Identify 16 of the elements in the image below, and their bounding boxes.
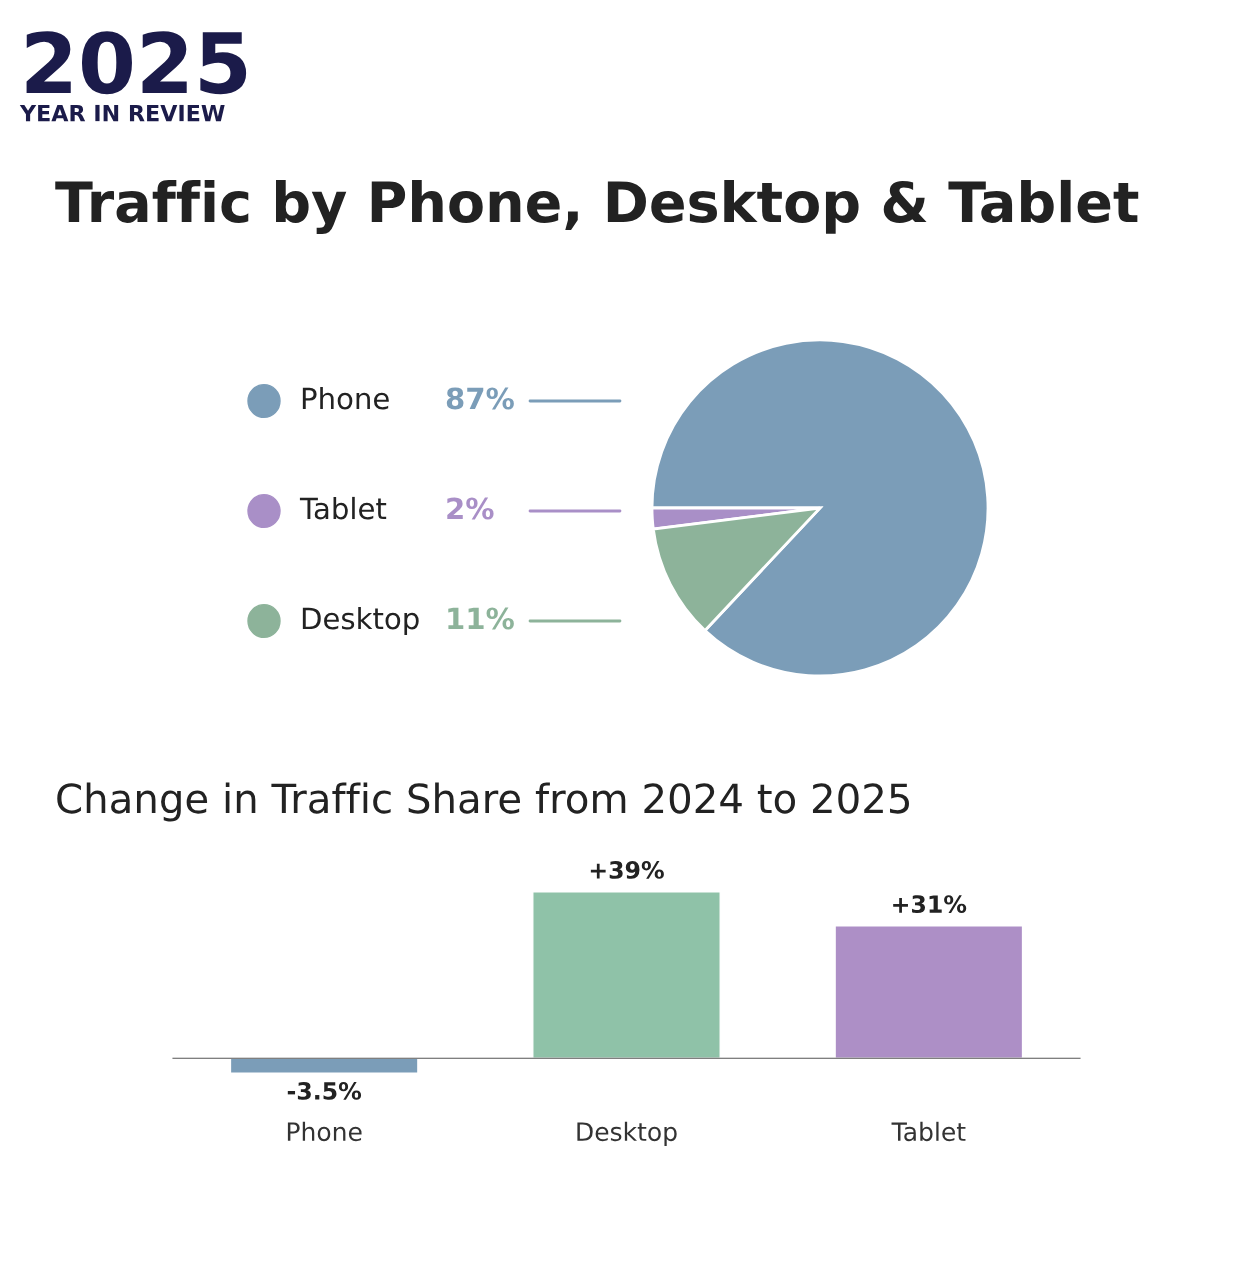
data-label: +39% — [590, 861, 664, 879]
text: YEAR IN REVIEW — [19, 104, 225, 122]
data-label: 87% — [446, 387, 514, 410]
data-label: -3.5% — [287, 1081, 362, 1100]
data-label: 11% — [448, 607, 514, 630]
x-tick-label: Desktop — [577, 1121, 677, 1146]
chart-title: Change in Traffic Share from 2024 to 2025 — [57, 782, 909, 822]
text: 2025 — [26, 31, 247, 95]
data-label: +31% — [893, 895, 967, 914]
x-tick-label: Phone — [287, 1121, 362, 1142]
legend-label: Desktop — [302, 606, 419, 636]
data-label: 2% — [447, 497, 494, 520]
legend-label: Phone — [302, 386, 389, 410]
x-tick-label: Tablet — [891, 1121, 966, 1142]
legend-label: Tablet — [299, 496, 387, 520]
chart-title: Traffic by Phone, Desktop & Tablet — [55, 179, 1139, 235]
